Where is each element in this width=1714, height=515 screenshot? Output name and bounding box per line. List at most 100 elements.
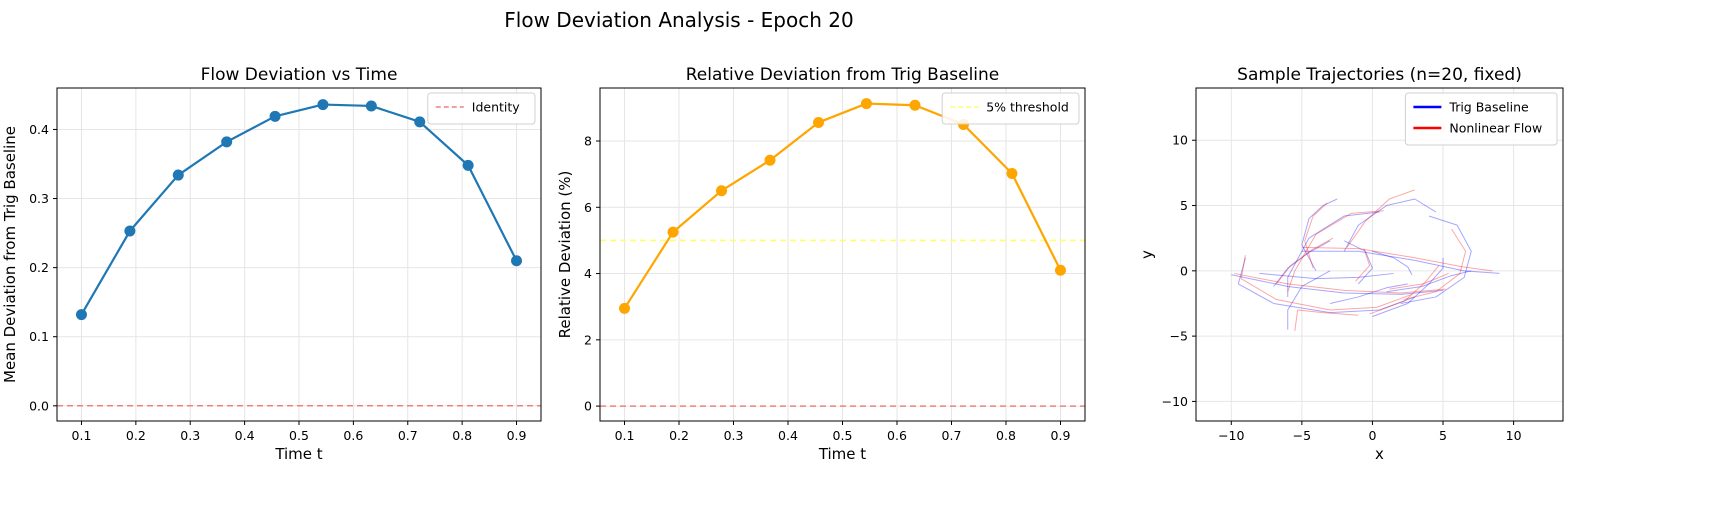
- trajectory-nonlinear-flow-4: [1304, 202, 1328, 269]
- legend: 5% threshold: [941, 92, 1080, 125]
- x-tick-label: 0.5: [289, 428, 309, 443]
- trajectory-trig-baseline-7: [1301, 250, 1500, 274]
- chart-title: Relative Deviation from Trig Baseline: [686, 65, 1000, 85]
- data-point-2: [667, 226, 679, 238]
- figure-suptitle: Flow Deviation Analysis - Epoch 20: [504, 8, 853, 32]
- data-point-4: [221, 136, 233, 148]
- x-tick-label: 0.7: [398, 428, 418, 443]
- trajectory-nonlinear-flow-9: [1294, 309, 1359, 331]
- y-tick-label: 5: [1180, 198, 1188, 213]
- trajectory-trig-baseline-13: [1287, 270, 1331, 330]
- y-tick-label: 8: [584, 134, 592, 149]
- chart-panel-1: 0.1 0.2 0.3 0.4 0.5 0.6 0.7 0.8 0.9 0.0 0.1 0.2 0.3 0…: [1, 65, 542, 463]
- y-axis-label: Relative Deviation (%): [556, 171, 574, 339]
- data-point-10: [511, 255, 523, 267]
- legend-box: [1404, 92, 1558, 146]
- plot-area-data: [600, 98, 1085, 407]
- data-point-2: [124, 225, 136, 237]
- data-point-6: [860, 98, 872, 110]
- data-point-1: [619, 302, 631, 314]
- data-point-6: [317, 99, 329, 111]
- chart-panel-3: −10 −5 0 5 10 −10 −5 0 5 10 Sample Trajectories (n…: [1138, 65, 1564, 463]
- data-point-7: [365, 100, 377, 112]
- trajectory-trig-baseline-1: [1237, 257, 1415, 314]
- x-tick-label: 0.5: [833, 428, 853, 443]
- x-tick-label: 0.3: [180, 428, 200, 443]
- x-tick-label: 0.4: [778, 428, 798, 443]
- data-point-1: [75, 309, 87, 321]
- data-point-3: [716, 185, 728, 197]
- x-tick-label: 0.8: [452, 428, 472, 443]
- legend: Trig Baseline Nonlinear Flow: [1404, 92, 1558, 146]
- legend-label: Trig Baseline: [1448, 100, 1529, 115]
- x-tick-label: 0.2: [669, 428, 689, 443]
- trajectory-nonlinear-flow-11: [1355, 248, 1371, 282]
- y-tick-label: 4: [584, 266, 592, 281]
- trajectory-trig-baseline-3: [1287, 211, 1380, 297]
- x-tick-label: 0.4: [235, 428, 255, 443]
- trajectory-nonlinear-flow-1: [1240, 255, 1413, 311]
- y-tick-label: −10: [1162, 394, 1188, 409]
- trajectory-trig-baseline-14: [1372, 250, 1413, 275]
- chart-panel-2: 0.1 0.2 0.3 0.4 0.5 0.6 0.7 0.8 0.9 0 2 4 6 8 Relative…: [556, 65, 1086, 463]
- x-tick-label: 0.8: [996, 428, 1016, 443]
- x-tick-label: 0.2: [126, 428, 146, 443]
- trajectory-trig-baseline-9: [1259, 272, 1394, 280]
- trajectory-nonlinear-flow-8: [1369, 265, 1440, 315]
- trajectory-trig-baseline-2: [1231, 274, 1444, 295]
- legend-label: Nonlinear Flow: [1449, 121, 1542, 136]
- y-tick-label: 2: [584, 332, 592, 347]
- x-tick-label: 0.9: [1051, 428, 1071, 443]
- data-point-8: [414, 116, 426, 128]
- plot-area-data: [1231, 189, 1500, 331]
- y-tick-label: −5: [1170, 329, 1188, 344]
- trajectory-nonlinear-flow-5: [1346, 189, 1415, 248]
- y-tick-label: 0.3: [29, 191, 49, 206]
- chart-title: Sample Trajectories (n=20, fixed): [1237, 65, 1522, 85]
- y-axis-label: Mean Deviation from Trig Baseline: [1, 126, 19, 383]
- data-point-4: [764, 154, 776, 166]
- y-tick-label: 10: [1172, 133, 1188, 148]
- data-point-5: [269, 110, 281, 122]
- data-point-10: [1054, 264, 1066, 276]
- x-tick-label: 5: [1439, 428, 1447, 443]
- x-tick-label: 0.3: [724, 428, 744, 443]
- x-tick-label: 0.6: [887, 428, 907, 443]
- legend-label: 5% threshold: [986, 100, 1069, 115]
- data-point-9: [462, 159, 474, 171]
- trajectory-trig-baseline-4: [1301, 198, 1338, 272]
- y-tick-label: 0.2: [29, 260, 49, 275]
- trajectory-trig-baseline-8: [1372, 257, 1444, 317]
- series-line: [80, 103, 518, 316]
- chart-title: Flow Deviation vs Time: [201, 65, 398, 85]
- trajectory-trig-baseline-11: [1343, 240, 1373, 285]
- trajectory-nonlinear-flow-10: [1276, 237, 1334, 285]
- x-tick-label: 0.9: [507, 428, 527, 443]
- y-tick-label: 0.0: [29, 398, 49, 413]
- x-axis-label: Time t: [818, 445, 866, 463]
- legend-box: [427, 92, 536, 125]
- x-tick-label: 0.6: [343, 428, 363, 443]
- x-tick-label: 0: [1368, 428, 1376, 443]
- x-tick-label: 0.7: [942, 428, 962, 443]
- x-axis-label: x: [1375, 445, 1384, 463]
- trajectory-nonlinear-flow-6: [1403, 228, 1467, 301]
- legend-label: Identity: [472, 100, 521, 115]
- y-tick-label: 0.1: [29, 329, 49, 344]
- chart-panels: 0.1 0.2 0.3 0.4 0.5 0.6 0.7 0.8 0.9 0.0 0.1 0.2 0.3 0…: [1, 65, 1564, 463]
- trajectory-nonlinear-flow-3: [1287, 210, 1384, 292]
- y-tick-label: 0: [584, 399, 592, 414]
- legend-box: [941, 92, 1080, 125]
- x-tick-label: 0.1: [72, 428, 92, 443]
- y-axis-label: y: [1138, 250, 1156, 259]
- trajectory-trig-baseline-5: [1343, 198, 1437, 252]
- data-point-7: [909, 99, 921, 111]
- trajectory-nonlinear-flow-7: [1301, 246, 1493, 272]
- trajectory-nonlinear-flow-12: [1389, 272, 1449, 290]
- trajectory-trig-baseline-12: [1386, 270, 1472, 293]
- plot-area-data: [57, 99, 541, 407]
- trajectory-trig-baseline-15: [1329, 283, 1408, 304]
- trajectory-trig-baseline-6: [1400, 215, 1472, 304]
- x-tick-label: −10: [1218, 428, 1244, 443]
